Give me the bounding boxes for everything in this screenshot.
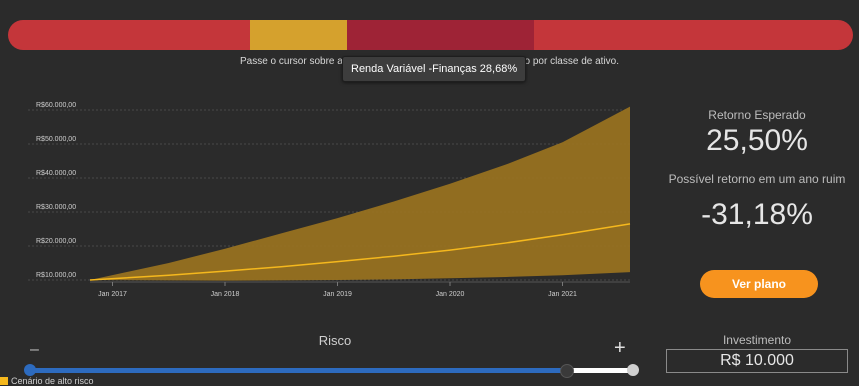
- investment-label: Investimento: [722, 333, 792, 347]
- risk-slider-max-knob: [627, 364, 639, 376]
- y-tick-label: R$40.000,00: [36, 170, 76, 177]
- risk-slider-min-knob: [24, 364, 36, 376]
- allocation-segment-2[interactable]: [250, 20, 348, 50]
- investment-input[interactable]: [666, 349, 848, 373]
- expected-return-value: 25,50%: [706, 124, 808, 157]
- x-tick-label: Jan 2018: [211, 291, 240, 298]
- y-tick-label: R$10.000,00: [36, 272, 76, 279]
- allocation-segment-3[interactable]: [347, 20, 534, 50]
- risk-label: Risco: [318, 333, 352, 348]
- bad-year-return-label: Possível retorno em um ano ruim: [668, 172, 846, 186]
- legend-label: Cenário de alto risco: [11, 376, 94, 386]
- projection-chart: R$10.000,00 R$20.000,00 R$30.000,00 R$40.00…: [28, 102, 631, 298]
- x-tick-label: Jan 2020: [436, 291, 465, 298]
- legend-swatch: [0, 377, 8, 385]
- x-tick-label: Jan 2021: [548, 291, 577, 298]
- allocation-tooltip: Renda Variável -Finanças 28,68%: [342, 56, 527, 82]
- y-tick-label: R$50.000,00: [36, 136, 76, 143]
- y-tick-label: R$20.000,00: [36, 238, 76, 245]
- hint-text-start: Passe o cursor sobre a ba: [239, 56, 357, 67]
- risk-increase-icon[interactable]: +: [614, 337, 626, 359]
- x-tick-label: Jan 2017: [98, 291, 127, 298]
- hint-text-end: fólio por classe de ativo.: [511, 56, 619, 67]
- legend: Cenário de alto risco: [0, 376, 94, 386]
- bad-year-return-value: -31,18%: [701, 198, 813, 231]
- y-tick-label: R$30.000,00: [36, 204, 76, 211]
- hover-hint: Passe o cursor sobre a ba fólio por class…: [0, 56, 859, 67]
- risk-slider-fill: [30, 368, 567, 373]
- risk-slider-handle[interactable]: [559, 364, 574, 378]
- view-plan-button[interactable]: Ver plano: [700, 270, 818, 298]
- expected-return-label: Retorno Esperado: [708, 108, 806, 122]
- risk-decrease-icon[interactable]: –: [30, 341, 39, 358]
- allocation-segment-4[interactable]: [533, 20, 853, 50]
- y-tick-label: R$60.000,00: [36, 102, 76, 109]
- allocation-bar[interactable]: [8, 20, 853, 50]
- allocation-segment-1[interactable]: [8, 20, 251, 50]
- x-tick-label: Jan 2019: [323, 291, 352, 298]
- expected-line: [89, 223, 631, 281]
- risk-slider[interactable]: [24, 364, 639, 378]
- scenario-band: [90, 106, 630, 281]
